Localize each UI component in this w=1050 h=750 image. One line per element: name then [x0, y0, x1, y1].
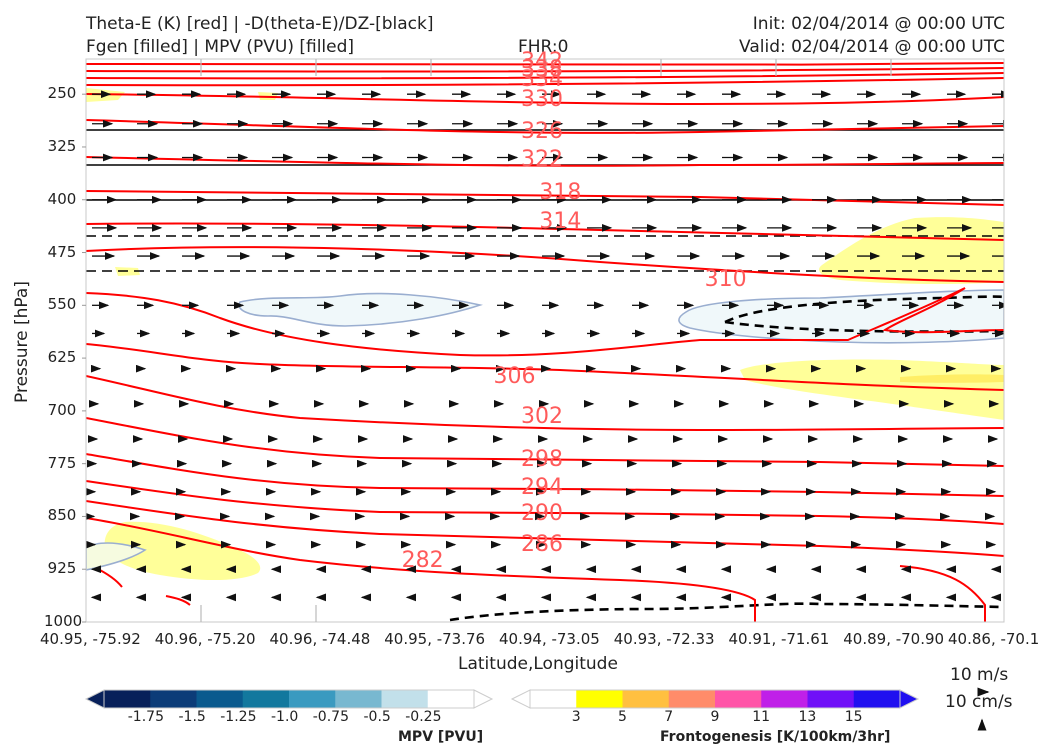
theta-e-contour-label: 286 [521, 531, 563, 557]
theta-e-contour-label: 290 [521, 501, 563, 527]
colorbar-segment [104, 690, 151, 708]
colorbar-tick-label: 15 [844, 709, 863, 725]
colorbar-segment [807, 690, 855, 708]
y-tick-label: 1000 [44, 612, 83, 630]
colorbar-segment [715, 690, 762, 708]
y-tick-label: 700 [47, 400, 77, 419]
colorbar-tick-label: -1.0 [271, 709, 299, 725]
wind-reference-vertical: 10 cm/s [945, 692, 1013, 712]
x-tick-label: 40.96, -74.48 [269, 630, 371, 648]
y-tick-label: 775 [47, 453, 77, 472]
y-tick-label: 475 [47, 242, 77, 261]
colorbar-segment [196, 690, 244, 708]
frontogenesis-colorbar [510, 689, 920, 709]
colorbar-segment [335, 690, 382, 708]
y-tick-label: 325 [47, 136, 77, 155]
colorbar-tick-label: -0.75 [312, 709, 349, 725]
theta-e-contour-label: 314 [539, 209, 582, 235]
theta-e-contour-label: 294 [521, 474, 563, 500]
colorbar-extend-right [473, 689, 494, 709]
y-tick-label: 400 [47, 189, 77, 208]
colorbar-tick-label: 5 [618, 709, 627, 725]
theta-e-contour-label: 334 [521, 67, 563, 93]
colorbar-tick-label: -1.25 [220, 709, 257, 725]
colorbar-tick-label: -1.5 [178, 709, 206, 725]
colorbar-tick-label: -0.25 [405, 709, 442, 725]
colorbar-segment [150, 690, 197, 708]
theta-e-contour-label: 326 [521, 119, 563, 145]
theta-e-contour-label: 322 [521, 147, 563, 173]
x-tick-label: 40.89, -70.90 [843, 630, 945, 648]
colorbar-segment [761, 690, 808, 708]
colorbar-segment [289, 690, 336, 708]
y-axis-label: Pressure [hPa] [12, 281, 32, 403]
x-tick-label: 40.95, -75.92 [40, 630, 141, 648]
x-tick-label: 40.95, -73.76 [384, 630, 486, 648]
theta-e-contour-label: 306 [493, 364, 536, 390]
x-tick-label: 40.96, -75.20 [154, 630, 256, 648]
init-time: Init: 02/04/2014 @ 00:00 UTC [752, 14, 1005, 34]
forecast-hour: FHR:0 [518, 37, 569, 57]
x-tick-label: 40.86, -70.1 [948, 630, 1040, 648]
colorbar-segment [576, 690, 623, 708]
theta-e-contour-label: 338 [521, 57, 563, 83]
title-line-1: Theta-E (K) [red] | -D(theta-E)/DZ-[blac… [86, 14, 434, 34]
colorbar-segment [381, 690, 429, 708]
mpv-fill-areas [86, 289, 1004, 571]
theta-e-contour-label: 310 [704, 267, 747, 293]
wind-reference-horizontal: 10 m/s [950, 665, 1009, 685]
colorbar-tick-label: -1.75 [127, 709, 164, 725]
colorbar-extend-right [899, 689, 920, 709]
colorbar-tick-label: -0.5 [363, 709, 391, 725]
theta-e-contours [86, 62, 1004, 622]
mpv-colorbar-title: MPV [PVU] [398, 729, 484, 745]
colorbar-extend-left [510, 689, 531, 709]
x-axis-label: Latitude,Longitude [458, 654, 618, 674]
colorbar-segment [622, 690, 670, 708]
y-tick-label: 850 [47, 506, 77, 525]
y-tick-label: 250 [47, 84, 77, 103]
mpv-colorbar [84, 689, 494, 709]
colorbar-segment [668, 690, 716, 708]
theta-e-contour-label: 302 [521, 403, 563, 429]
y-tick-label: 550 [47, 295, 77, 314]
y-tick-label: 925 [47, 559, 77, 578]
x-tick-label: 40.94, -73.05 [499, 630, 600, 648]
y-tick-label: 625 [47, 348, 77, 367]
colorbar-segment [530, 690, 577, 708]
theta-e-contour-label: 318 [539, 179, 582, 205]
colorbar-tick-label: 11 [752, 709, 771, 725]
theta-e-contour-label: 298 [521, 446, 563, 472]
colorbar-tick-label: 7 [664, 709, 674, 725]
wind-vectors [86, 90, 1004, 602]
x-tick-label: 40.91, -71.61 [728, 630, 830, 648]
colorbar-segment [427, 690, 475, 708]
colorbar-tick-label: 3 [571, 709, 581, 725]
colorbar-tick-label: 13 [798, 709, 817, 725]
theta-e-contour-label: 330 [521, 86, 563, 112]
theta-e-contour-label: 282 [401, 547, 444, 573]
x-tick-label: 40.93, -72.33 [613, 630, 715, 648]
colorbar-extend-left [84, 689, 105, 709]
colorbar-tick-label: 9 [710, 709, 720, 725]
y-axis-ticks [82, 93, 86, 623]
colorbar-segment [242, 690, 290, 708]
title-line-2: Fgen [filled] | MPV (PVU) [filled] [86, 37, 355, 57]
theta-e-contour-label: 342 [521, 48, 563, 74]
fgen-colorbar-title: Frontogenesis [K/100km/3hr] [660, 729, 891, 745]
colorbar-segment [853, 690, 901, 708]
valid-time: Valid: 02/04/2014 @ 00:00 UTC [739, 37, 1005, 57]
plot-frame [85, 58, 1005, 623]
